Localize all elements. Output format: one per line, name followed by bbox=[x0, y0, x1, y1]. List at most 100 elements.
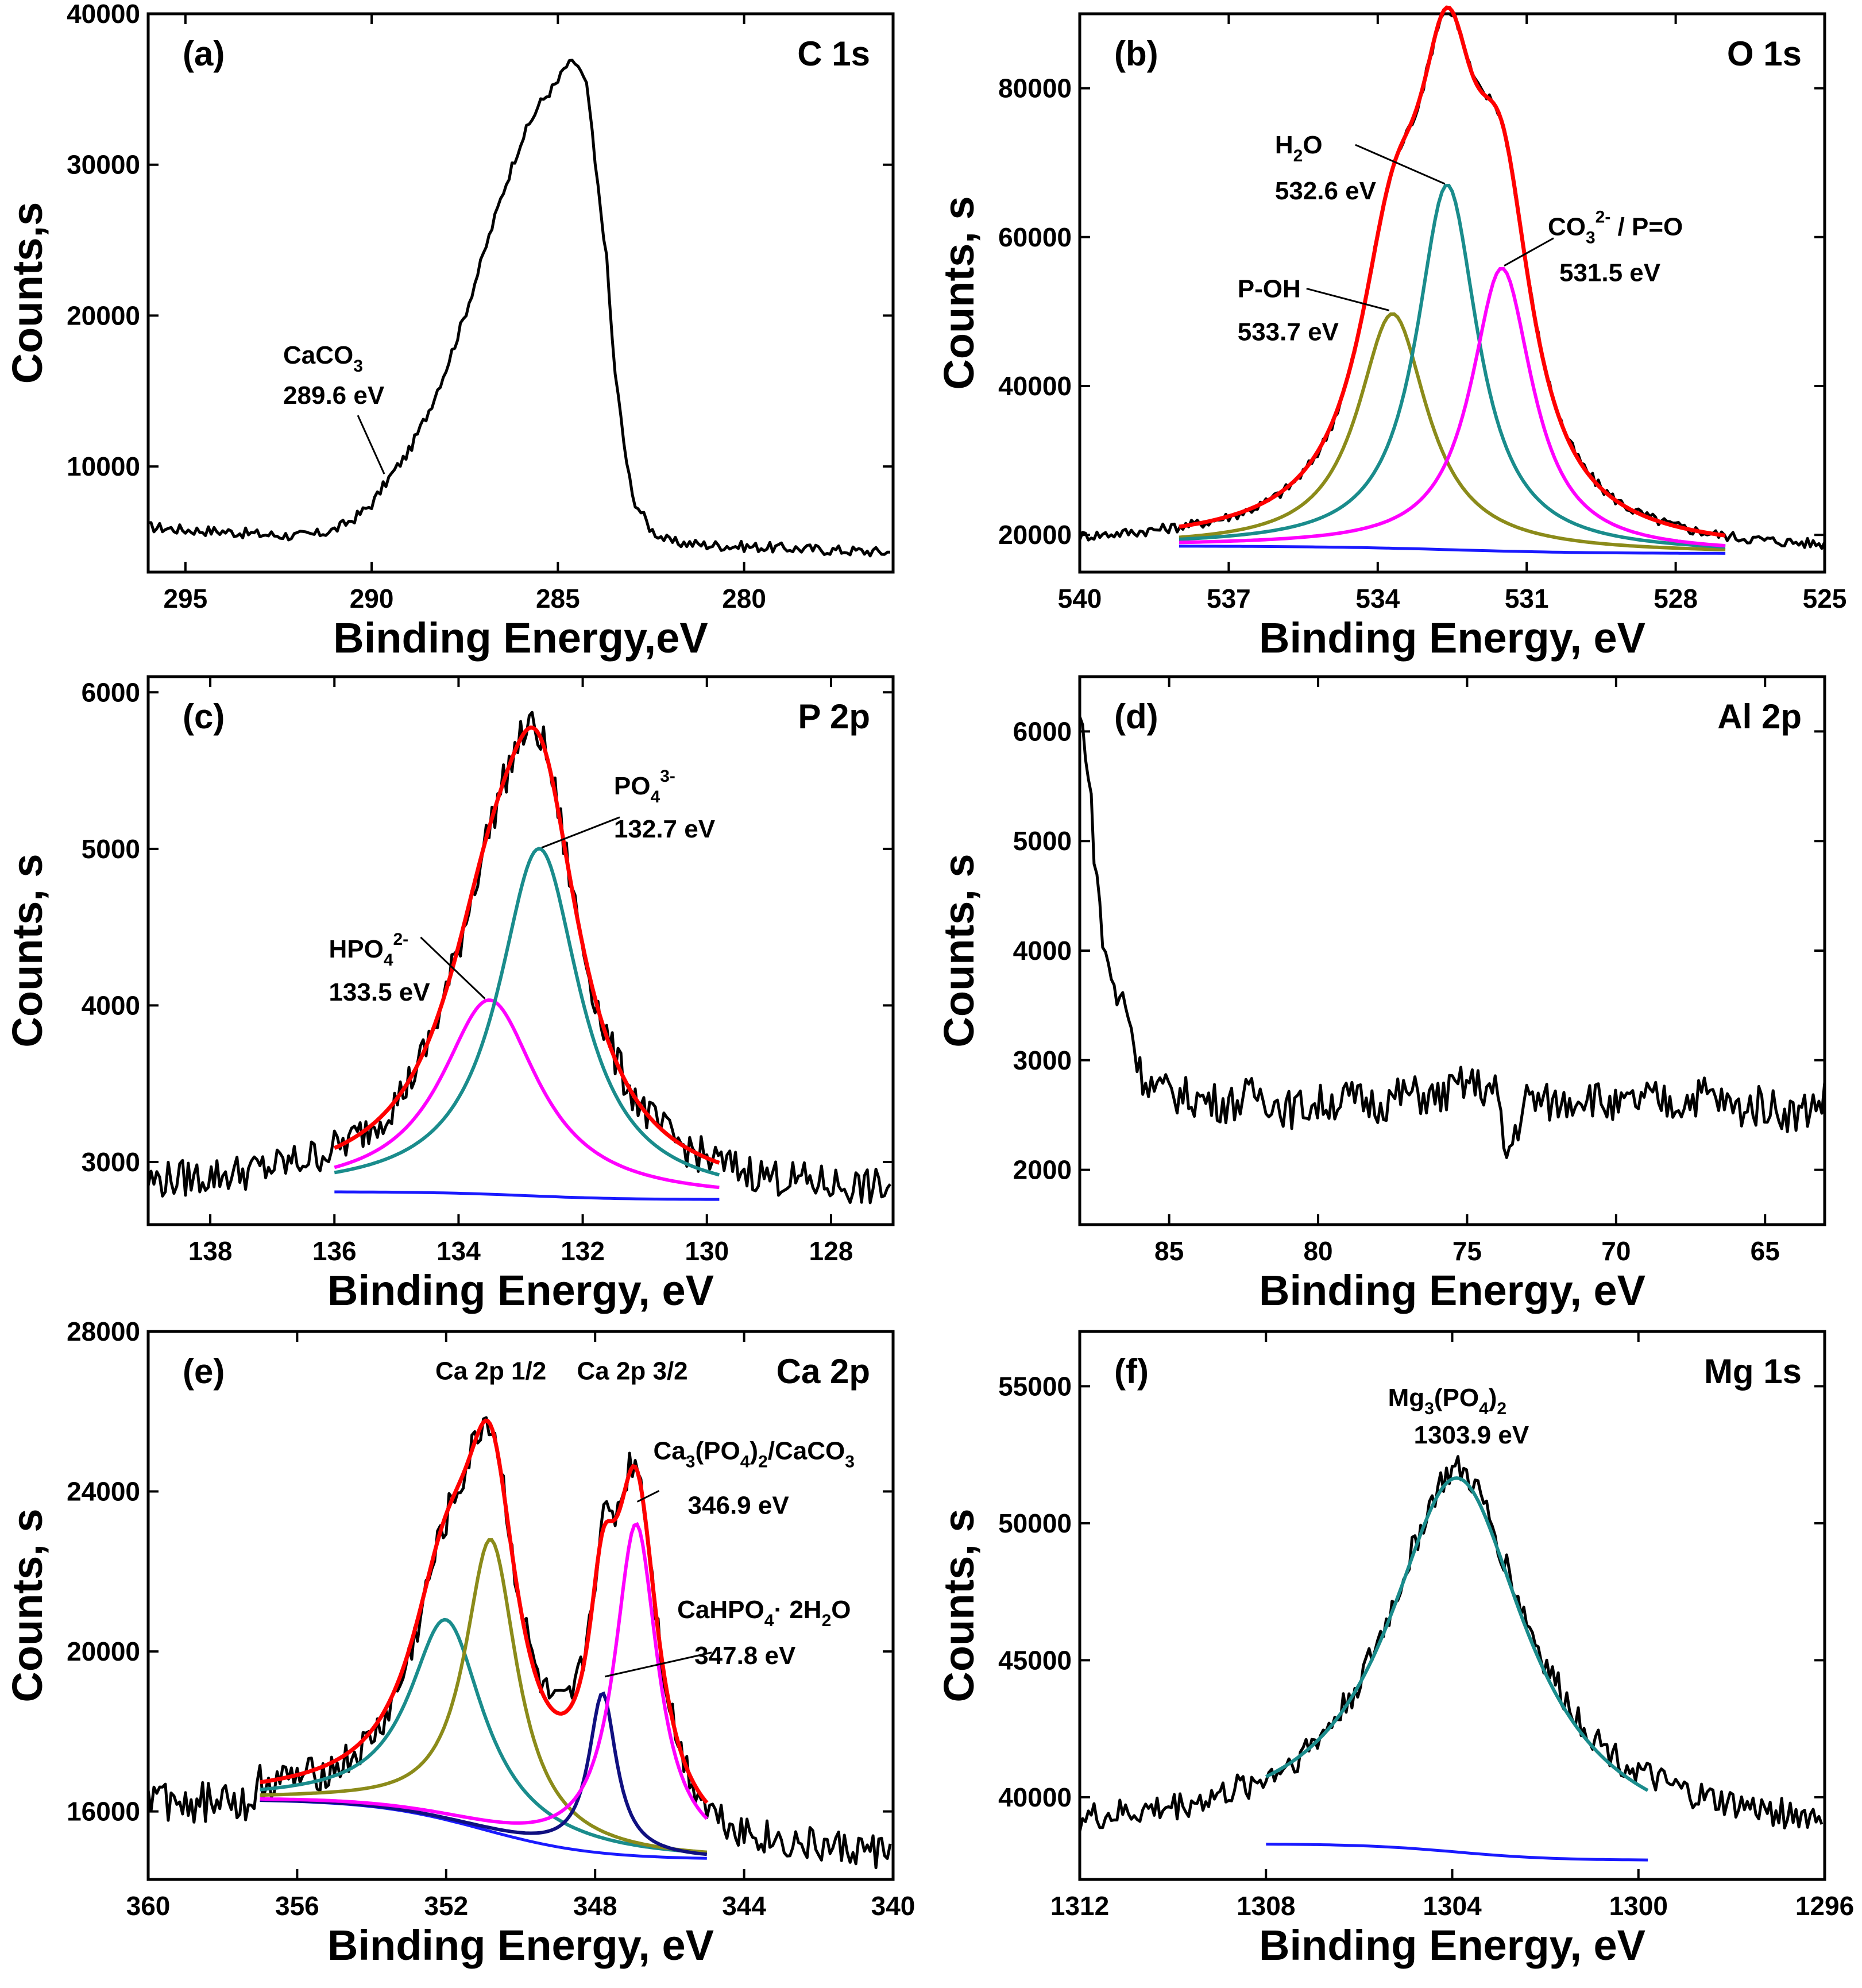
annotation-part: 3 bbox=[845, 1452, 855, 1471]
baseline-line bbox=[1266, 1843, 1648, 1862]
component-curve bbox=[1179, 267, 1726, 548]
annotation-arrow bbox=[1355, 144, 1446, 185]
annotation-part: 4 bbox=[384, 951, 393, 970]
annotation-part: 4 bbox=[740, 1452, 750, 1471]
annotation-part: CaHPO bbox=[677, 1596, 764, 1624]
annotation-value: 532.6 eV bbox=[1275, 177, 1377, 205]
component-curve bbox=[260, 1691, 708, 1856]
y-tick-label: 60000 bbox=[998, 222, 1072, 252]
x-tick-label: 540 bbox=[1058, 584, 1102, 613]
x-tick-label: 65 bbox=[1751, 1236, 1780, 1266]
y-tick-label: 20000 bbox=[998, 520, 1072, 550]
component-curve bbox=[260, 1538, 708, 1854]
peak-label: Ca 2p 1/2 bbox=[435, 1357, 546, 1385]
annotation-label: PO43- bbox=[614, 767, 675, 806]
component-curve bbox=[260, 1618, 707, 1855]
y-axis-label: Counts, s bbox=[3, 854, 51, 1047]
annotation-label: CaCO3 bbox=[283, 341, 363, 376]
x-axis-label: Binding Energy, eV bbox=[1259, 1267, 1645, 1314]
component-curve bbox=[260, 1522, 708, 1825]
plot-frame bbox=[1078, 12, 1826, 574]
plot-frame bbox=[1078, 675, 1826, 1226]
panel-e: 360 356 352 348 344 34016000200002400028000Bi… bbox=[3, 1317, 915, 1969]
annotation-part: 2 bbox=[822, 1611, 832, 1630]
annotation-part: ) bbox=[1489, 1384, 1497, 1412]
x-tick-label: 1312 bbox=[1050, 1891, 1109, 1921]
y-tick-label: 40000 bbox=[67, 0, 140, 29]
y-axis-label: Counts,s bbox=[3, 202, 51, 384]
annotation-part: 3 bbox=[1586, 229, 1596, 248]
annotation-part: (PO bbox=[695, 1437, 740, 1465]
annotation-part: Ca bbox=[654, 1437, 686, 1465]
y-tick-label: 3000 bbox=[1013, 1045, 1072, 1075]
annotation-value: 1303.9 eV bbox=[1414, 1421, 1529, 1449]
x-tick-label: 1304 bbox=[1423, 1891, 1482, 1921]
y-tick-label: 16000 bbox=[67, 1797, 140, 1827]
y-tick-label: 10000 bbox=[67, 451, 140, 481]
annotation-part: 2 bbox=[758, 1452, 768, 1471]
envelope-fit-curve bbox=[1179, 5, 1726, 538]
baseline-line bbox=[1179, 545, 1726, 555]
component-curve bbox=[1179, 312, 1726, 551]
x-tick-label: 75 bbox=[1452, 1236, 1482, 1266]
annotation-value: 531.5 eV bbox=[1559, 259, 1661, 287]
annotation-part: 2 bbox=[1497, 1399, 1506, 1418]
y-axis-label: Counts, s bbox=[935, 854, 983, 1047]
y-tick-label: 80000 bbox=[998, 74, 1072, 103]
panel-tag: (d) bbox=[1114, 697, 1158, 736]
annotation-part: 4 bbox=[651, 788, 660, 806]
y-axis-label: Counts, s bbox=[935, 1508, 983, 1702]
annotation-arrow bbox=[1504, 237, 1554, 267]
component-curve bbox=[334, 847, 720, 1177]
annotation-arrow bbox=[420, 936, 486, 999]
x-tick-label: 285 bbox=[536, 584, 580, 613]
x-tick-label: 356 bbox=[275, 1891, 319, 1921]
component-curve bbox=[1179, 183, 1726, 549]
x-axis-label: Binding Energy, eV bbox=[1259, 614, 1645, 662]
x-tick-label: 1300 bbox=[1609, 1891, 1668, 1921]
panel-title: Mg 1s bbox=[1704, 1352, 1802, 1391]
x-tick-label: 360 bbox=[126, 1891, 171, 1921]
x-tick-label: 138 bbox=[188, 1236, 233, 1266]
annotation-label: CaHPO4· 2H2O bbox=[677, 1596, 851, 1630]
y-tick-label: 45000 bbox=[998, 1645, 1072, 1675]
x-axis-label: Binding Energy, eV bbox=[327, 1267, 714, 1314]
annotation-part: (PO bbox=[1434, 1384, 1479, 1412]
panel-title: C 1s bbox=[797, 34, 870, 73]
x-tick-label: 352 bbox=[424, 1891, 468, 1921]
x-tick-label: 136 bbox=[312, 1236, 357, 1266]
x-tick-label: 280 bbox=[722, 584, 766, 613]
y-tick-label: 3000 bbox=[82, 1147, 140, 1177]
y-tick-label: 20000 bbox=[67, 300, 140, 330]
annotation-part: 2- bbox=[1596, 208, 1611, 227]
x-axis-label: Binding Energy,eV bbox=[333, 614, 708, 662]
annotation-part: 2 bbox=[1293, 146, 1303, 165]
component-curve bbox=[334, 998, 720, 1190]
panel-title: P 2p bbox=[798, 697, 870, 736]
y-tick-label: 2000 bbox=[1013, 1155, 1072, 1185]
annotation-value: 533.7 eV bbox=[1238, 318, 1339, 346]
x-tick-label: 295 bbox=[163, 584, 207, 613]
x-axis-label: Binding Energy, eV bbox=[327, 1921, 714, 1969]
raw-spectrum-line bbox=[1078, 716, 1826, 1159]
annotation-part: · 2H bbox=[774, 1596, 821, 1624]
plot-frame bbox=[146, 675, 895, 1226]
annotation-part: 4 bbox=[764, 1611, 774, 1630]
y-tick-label: 4000 bbox=[1013, 936, 1072, 966]
annotation-part: 2- bbox=[393, 930, 409, 949]
y-tick-label: 40000 bbox=[998, 371, 1072, 401]
raw-spectrum-line bbox=[1078, 1455, 1824, 1832]
annotation-part: 3 bbox=[1424, 1399, 1434, 1418]
y-tick-label: 55000 bbox=[998, 1371, 1072, 1401]
x-tick-label: 1296 bbox=[1795, 1891, 1854, 1921]
y-tick-label: 4000 bbox=[82, 990, 140, 1020]
annotation-label: Ca3(PO4)2/CaCO3 bbox=[654, 1437, 855, 1471]
annotation-part: HPO bbox=[329, 935, 383, 963]
baseline-line bbox=[334, 1190, 720, 1201]
panel-tag: (e) bbox=[183, 1352, 225, 1391]
annotation-label: P-OH bbox=[1238, 275, 1301, 303]
y-tick-label: 6000 bbox=[82, 677, 140, 707]
annotation-value: 346.9 eV bbox=[688, 1491, 790, 1519]
annotation-label: CO32- / P=O bbox=[1548, 208, 1683, 248]
